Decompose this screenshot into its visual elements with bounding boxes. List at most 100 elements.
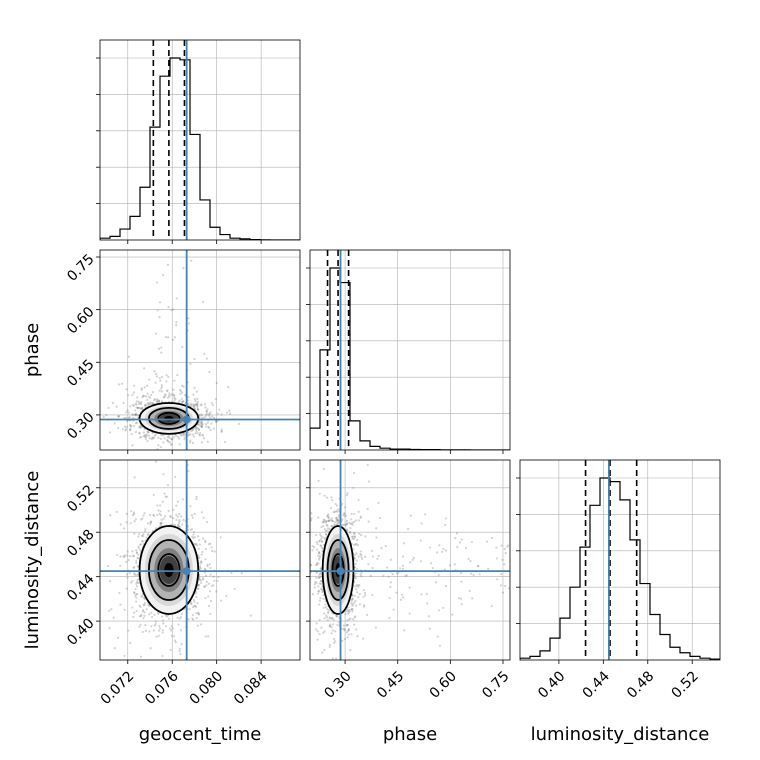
hist-luminosity_distance-grid <box>520 460 720 660</box>
sample-point <box>133 572 136 575</box>
sample-point <box>139 549 142 552</box>
sample-point <box>189 528 192 531</box>
sample-point <box>139 615 143 618</box>
sample-point <box>391 573 394 576</box>
sample-point <box>225 594 228 598</box>
sample-point <box>142 431 145 434</box>
sample-point <box>331 629 334 632</box>
sample-point <box>200 403 203 406</box>
sample-point <box>468 589 471 592</box>
hist-geocent_time-frame <box>99 39 301 241</box>
sample-point <box>154 460 158 463</box>
sample-point <box>173 336 176 339</box>
sample-point <box>135 593 138 596</box>
sample-point <box>142 534 145 538</box>
sample-point <box>143 435 146 438</box>
sample-point <box>125 512 128 515</box>
sample-point <box>116 426 120 430</box>
sample-point <box>171 523 174 526</box>
sample-point <box>126 550 129 553</box>
sample-point <box>318 573 321 576</box>
sample-point <box>335 614 338 617</box>
sample-point <box>180 391 184 394</box>
sample-point <box>157 629 161 632</box>
sample-point <box>356 635 359 638</box>
sample-point <box>198 543 202 546</box>
sample-point <box>129 555 132 558</box>
sample-point <box>192 533 195 536</box>
sample-point <box>138 406 141 410</box>
sample-point <box>132 555 136 558</box>
sample-point <box>179 515 183 518</box>
sample-point <box>171 438 174 441</box>
sample-point <box>195 544 199 547</box>
sample-point <box>204 558 207 561</box>
sample-point <box>404 574 407 577</box>
sample-point <box>437 573 440 577</box>
sample-point <box>200 425 203 429</box>
sample-point <box>144 528 147 531</box>
sample-point <box>210 584 214 587</box>
sample-point <box>141 517 144 520</box>
sample-point <box>130 509 133 513</box>
sample-point <box>350 608 354 611</box>
sample-point <box>337 515 341 519</box>
sample-point <box>311 545 314 548</box>
sample-point <box>374 626 377 629</box>
sample-point <box>157 634 160 637</box>
sample-point <box>362 605 365 608</box>
sample-point <box>342 523 346 526</box>
sample-point <box>346 623 349 626</box>
sample-point <box>139 623 142 626</box>
sample-point <box>175 297 178 300</box>
sample-point <box>385 566 389 569</box>
sample-point <box>187 322 190 325</box>
sample-point <box>353 623 356 626</box>
sample-point <box>191 606 195 609</box>
sample-point <box>429 562 433 565</box>
sample-point <box>198 578 201 581</box>
sample-point <box>202 416 206 419</box>
sample-point <box>329 617 332 620</box>
y-tick-label: 0.48 <box>64 527 97 560</box>
sample-point <box>506 544 510 547</box>
sample-point <box>143 614 146 617</box>
sample-point <box>318 576 321 579</box>
sample-point <box>183 436 186 439</box>
sample-point <box>135 600 138 603</box>
sample-point <box>401 564 405 567</box>
sample-point <box>364 535 367 538</box>
sample-point <box>135 406 138 409</box>
sample-point <box>140 388 143 391</box>
sample-point <box>412 556 416 559</box>
sample-point <box>323 617 326 620</box>
sample-point <box>210 422 213 425</box>
sample-point <box>173 396 176 400</box>
sample-point <box>348 608 351 612</box>
sample-point <box>201 577 205 580</box>
sample-point <box>163 492 166 495</box>
sample-point <box>181 401 184 404</box>
sample-point <box>206 408 209 411</box>
sample-point <box>142 514 145 517</box>
sample-point <box>419 539 422 542</box>
sample-point <box>321 588 324 591</box>
sample-point <box>343 629 346 632</box>
sample-point <box>330 525 333 528</box>
sample-point <box>147 532 150 536</box>
sample-point <box>132 512 136 516</box>
sample-point <box>220 430 223 433</box>
sample-point <box>112 616 115 619</box>
sample-point <box>399 598 403 601</box>
sample-point <box>320 545 323 548</box>
sample-point <box>129 581 132 584</box>
sample-point <box>125 560 128 563</box>
sample-point <box>332 637 336 641</box>
sample-point <box>327 610 330 613</box>
sample-point <box>347 611 350 614</box>
sample-point <box>179 433 182 436</box>
sample-point <box>196 587 199 590</box>
sample-point <box>324 521 327 524</box>
sample-point <box>354 577 358 580</box>
sample-point <box>190 404 193 407</box>
